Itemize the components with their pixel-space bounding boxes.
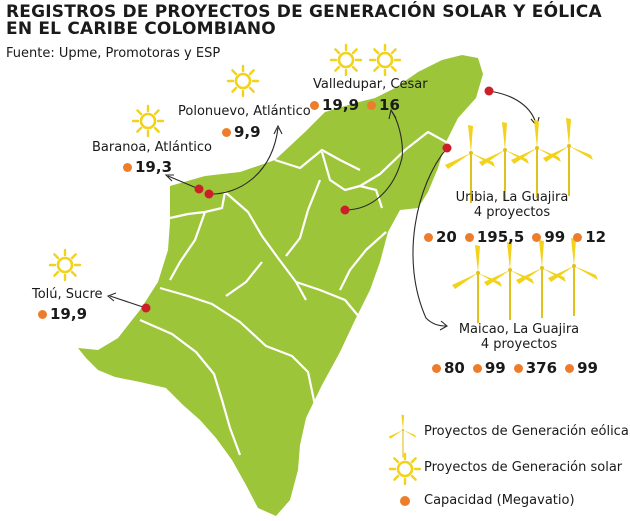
baranoa-label: Baranoa, Atlántico	[92, 140, 213, 155]
polonuevo-label: Polonuevo, Atlántico	[178, 104, 311, 119]
capacity-dot	[432, 363, 441, 373]
legend-solar-label: Proyectos de Generación solar	[424, 460, 623, 475]
sun-icon	[329, 43, 363, 77]
maicao-label: Maicao, La Guajira 4 proyectos	[458, 322, 580, 352]
tolu-capacities: 19,9	[38, 305, 87, 323]
capacity-dot	[310, 100, 319, 110]
caribbean-region-landmass	[78, 55, 483, 516]
point-tolu	[141, 303, 151, 313]
legend-sun-icon	[388, 452, 422, 486]
source-note: Fuente: Upme, Promotoras y ESP	[6, 46, 221, 61]
capacity-dot	[464, 232, 474, 242]
capacity-dot	[424, 232, 433, 242]
location-points	[141, 86, 494, 313]
capacity-dot	[472, 363, 482, 373]
point-baranoa	[194, 184, 204, 194]
legend-wind-label: Proyectos de Generación eólica	[424, 424, 629, 439]
uribia-capacities: 20 195,5 99 12	[424, 228, 606, 246]
wind-turbine-icon	[510, 119, 562, 199]
valledupar-capacities: 19,9 16	[310, 96, 400, 114]
maicao-capacities: 80 99 376 99	[432, 359, 598, 377]
sun-icon	[131, 104, 165, 138]
point-maicao	[442, 143, 452, 153]
page-title: REGISTROS DE PROYECTOS DE GENERACIÓN SOL…	[6, 2, 602, 39]
wind-turbine-icon	[451, 244, 503, 324]
sun-icon	[368, 43, 402, 77]
department-borders	[139, 130, 447, 456]
tolu-label: Tolú, Sucre	[32, 287, 103, 302]
legend-capacity-dot	[400, 496, 410, 506]
wind-turbine-icon	[483, 241, 535, 321]
point-polonuevo	[204, 189, 214, 199]
wind-turbine-icon	[547, 237, 599, 317]
wind-turbine-icon	[542, 117, 594, 197]
baranoa-capacities: 19,3	[123, 158, 172, 176]
wind-turbine-icon	[478, 121, 530, 201]
polonuevo-capacities: 9,9	[222, 123, 261, 141]
legend-capacity-label: Capacidad (Megavatio)	[424, 493, 575, 508]
capacity-dot	[565, 363, 575, 373]
sun-icon	[48, 248, 82, 282]
capacity-dot	[367, 100, 377, 110]
valledupar-label: Valledupar, Cesar	[313, 77, 428, 92]
uribia-label: Uribia, La Guajira 4 proyectos	[455, 190, 569, 220]
capacity-dot	[38, 309, 47, 319]
capacity-dot	[532, 232, 542, 242]
point-uribia	[484, 86, 494, 96]
wind-turbine-icon	[515, 239, 567, 319]
capacity-dot	[123, 162, 132, 172]
legend-wind-icon	[388, 414, 417, 459]
sun-icon	[226, 64, 260, 98]
capacity-dot	[222, 127, 231, 137]
capacity-dot	[513, 363, 523, 373]
capacity-dot	[573, 232, 583, 242]
leader-lines	[106, 90, 540, 331]
point-valledupar	[340, 205, 350, 215]
